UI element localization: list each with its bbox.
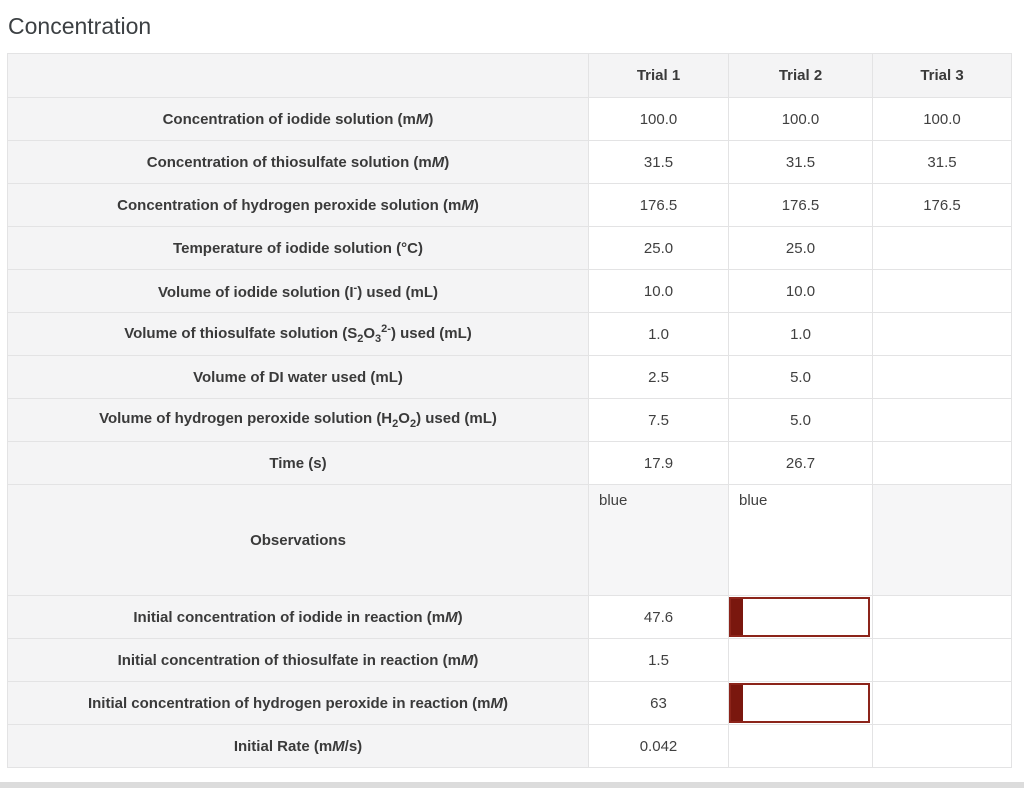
table-row-initial-peroxide: Initial concentration of hydrogen peroxi… bbox=[7, 681, 1012, 725]
trial3-cell[interactable] bbox=[872, 638, 1012, 682]
row-label: Initial concentration of hydrogen peroxi… bbox=[7, 681, 589, 725]
table-row-temperature: Temperature of iodide solution (°C) 25.0… bbox=[7, 226, 1012, 270]
trial3-cell[interactable] bbox=[872, 355, 1012, 399]
trial3-cell[interactable] bbox=[872, 681, 1012, 725]
trial2-cell[interactable]: 176.5 bbox=[728, 183, 873, 227]
table-row-initial-iodide: Initial concentration of iodide in react… bbox=[7, 595, 1012, 639]
row-label: Time (s) bbox=[7, 441, 589, 485]
trial1-cell[interactable]: 63 bbox=[588, 681, 729, 725]
observations-trial3-cell bbox=[872, 484, 1012, 596]
trial1-cell[interactable]: 7.5 bbox=[588, 398, 729, 442]
row-label: Concentration of iodide solution (mM) bbox=[7, 97, 589, 141]
trial1-cell[interactable]: 100.0 bbox=[588, 97, 729, 141]
trial1-cell[interactable]: 10.0 bbox=[588, 269, 729, 313]
trial1-cell[interactable]: 2.5 bbox=[588, 355, 729, 399]
table-row-volume-di-water: Volume of DI water used (mL) 2.5 5.0 bbox=[7, 355, 1012, 399]
row-label: Initial concentration of thiosulfate in … bbox=[7, 638, 589, 682]
trial3-cell[interactable]: 31.5 bbox=[872, 140, 1012, 184]
trial1-cell[interactable]: 1.5 bbox=[588, 638, 729, 682]
trial3-cell[interactable] bbox=[872, 269, 1012, 313]
trial2-cell[interactable] bbox=[728, 638, 873, 682]
trial1-cell[interactable]: 25.0 bbox=[588, 226, 729, 270]
header-row: Trial 1 Trial 2 Trial 3 bbox=[7, 53, 1012, 98]
row-label: Volume of hydrogen peroxide solution (H2… bbox=[7, 398, 589, 442]
trial1-cell[interactable]: 31.5 bbox=[588, 140, 729, 184]
observations-trial1-cell: blue bbox=[588, 484, 729, 596]
row-label: Volume of DI water used (mL) bbox=[7, 355, 589, 399]
trial3-cell[interactable]: 100.0 bbox=[872, 97, 1012, 141]
trial3-cell[interactable] bbox=[872, 595, 1012, 639]
header-trial-1: Trial 1 bbox=[588, 53, 729, 98]
row-label: Initial concentration of iodide in react… bbox=[7, 595, 589, 639]
trial3-cell[interactable] bbox=[872, 312, 1012, 356]
horizontal-scrollbar[interactable] bbox=[0, 782, 1024, 788]
trial2-cell-error bbox=[728, 681, 873, 725]
table-row-initial-thiosulfate: Initial concentration of thiosulfate in … bbox=[7, 638, 1012, 682]
trial3-cell[interactable] bbox=[872, 724, 1012, 768]
table-row-volume-peroxide: Volume of hydrogen peroxide solution (H2… bbox=[7, 398, 1012, 442]
trial3-cell[interactable] bbox=[872, 226, 1012, 270]
header-empty-cell bbox=[7, 53, 589, 98]
table-row-observations: Observations blue blue bbox=[7, 484, 1012, 596]
trial2-cell[interactable]: 10.0 bbox=[728, 269, 873, 313]
trial3-cell[interactable] bbox=[872, 441, 1012, 485]
trial2-cell[interactable]: 5.0 bbox=[728, 355, 873, 399]
table-row-initial-rate: Initial Rate (mM/s) 0.042 bbox=[7, 724, 1012, 768]
row-label: Volume of thiosulfate solution (S2O32-) … bbox=[7, 312, 589, 356]
trial1-cell[interactable]: 0.042 bbox=[588, 724, 729, 768]
observations-trial2-cell[interactable]: blue bbox=[728, 484, 873, 596]
trial2-cell[interactable]: 26.7 bbox=[728, 441, 873, 485]
row-label: Volume of iodide solution (I-) used (mL) bbox=[7, 269, 589, 313]
trial2-cell[interactable]: 100.0 bbox=[728, 97, 873, 141]
trial2-cell[interactable] bbox=[728, 724, 873, 768]
error-bar-icon bbox=[731, 685, 743, 721]
empty-required-input[interactable] bbox=[729, 597, 870, 637]
concentration-data-table: Trial 1 Trial 2 Trial 3 Concentration of… bbox=[7, 53, 1012, 768]
error-bar-icon bbox=[731, 599, 743, 635]
trial1-cell[interactable]: 1.0 bbox=[588, 312, 729, 356]
header-trial-2: Trial 2 bbox=[728, 53, 873, 98]
page-title: Concentration bbox=[8, 13, 152, 39]
trial1-cell[interactable]: 17.9 bbox=[588, 441, 729, 485]
row-label: Temperature of iodide solution (°C) bbox=[7, 226, 589, 270]
table-row-time: Time (s) 17.9 26.7 bbox=[7, 441, 1012, 485]
row-label: Concentration of thiosulfate solution (m… bbox=[7, 140, 589, 184]
trial1-cell[interactable]: 47.6 bbox=[588, 595, 729, 639]
trial2-cell[interactable]: 1.0 bbox=[728, 312, 873, 356]
table-row-volume-thiosulfate: Volume of thiosulfate solution (S2O32-) … bbox=[7, 312, 1012, 356]
table-row-volume-iodide: Volume of iodide solution (I-) used (mL)… bbox=[7, 269, 1012, 313]
trial3-cell[interactable]: 176.5 bbox=[872, 183, 1012, 227]
trial1-cell[interactable]: 176.5 bbox=[588, 183, 729, 227]
table-row-thiosulfate-concentration: Concentration of thiosulfate solution (m… bbox=[7, 140, 1012, 184]
table-row-peroxide-concentration: Concentration of hydrogen peroxide solut… bbox=[7, 183, 1012, 227]
row-label: Observations bbox=[7, 484, 589, 596]
trial3-cell[interactable] bbox=[872, 398, 1012, 442]
trial2-cell[interactable]: 25.0 bbox=[728, 226, 873, 270]
table-row-iodide-concentration: Concentration of iodide solution (mM) 10… bbox=[7, 97, 1012, 141]
row-label: Initial Rate (mM/s) bbox=[7, 724, 589, 768]
trial2-cell[interactable]: 5.0 bbox=[728, 398, 873, 442]
header-trial-3: Trial 3 bbox=[872, 53, 1012, 98]
trial2-cell[interactable]: 31.5 bbox=[728, 140, 873, 184]
trial2-cell-error bbox=[728, 595, 873, 639]
empty-required-input[interactable] bbox=[729, 683, 870, 723]
row-label: Concentration of hydrogen peroxide solut… bbox=[7, 183, 589, 227]
